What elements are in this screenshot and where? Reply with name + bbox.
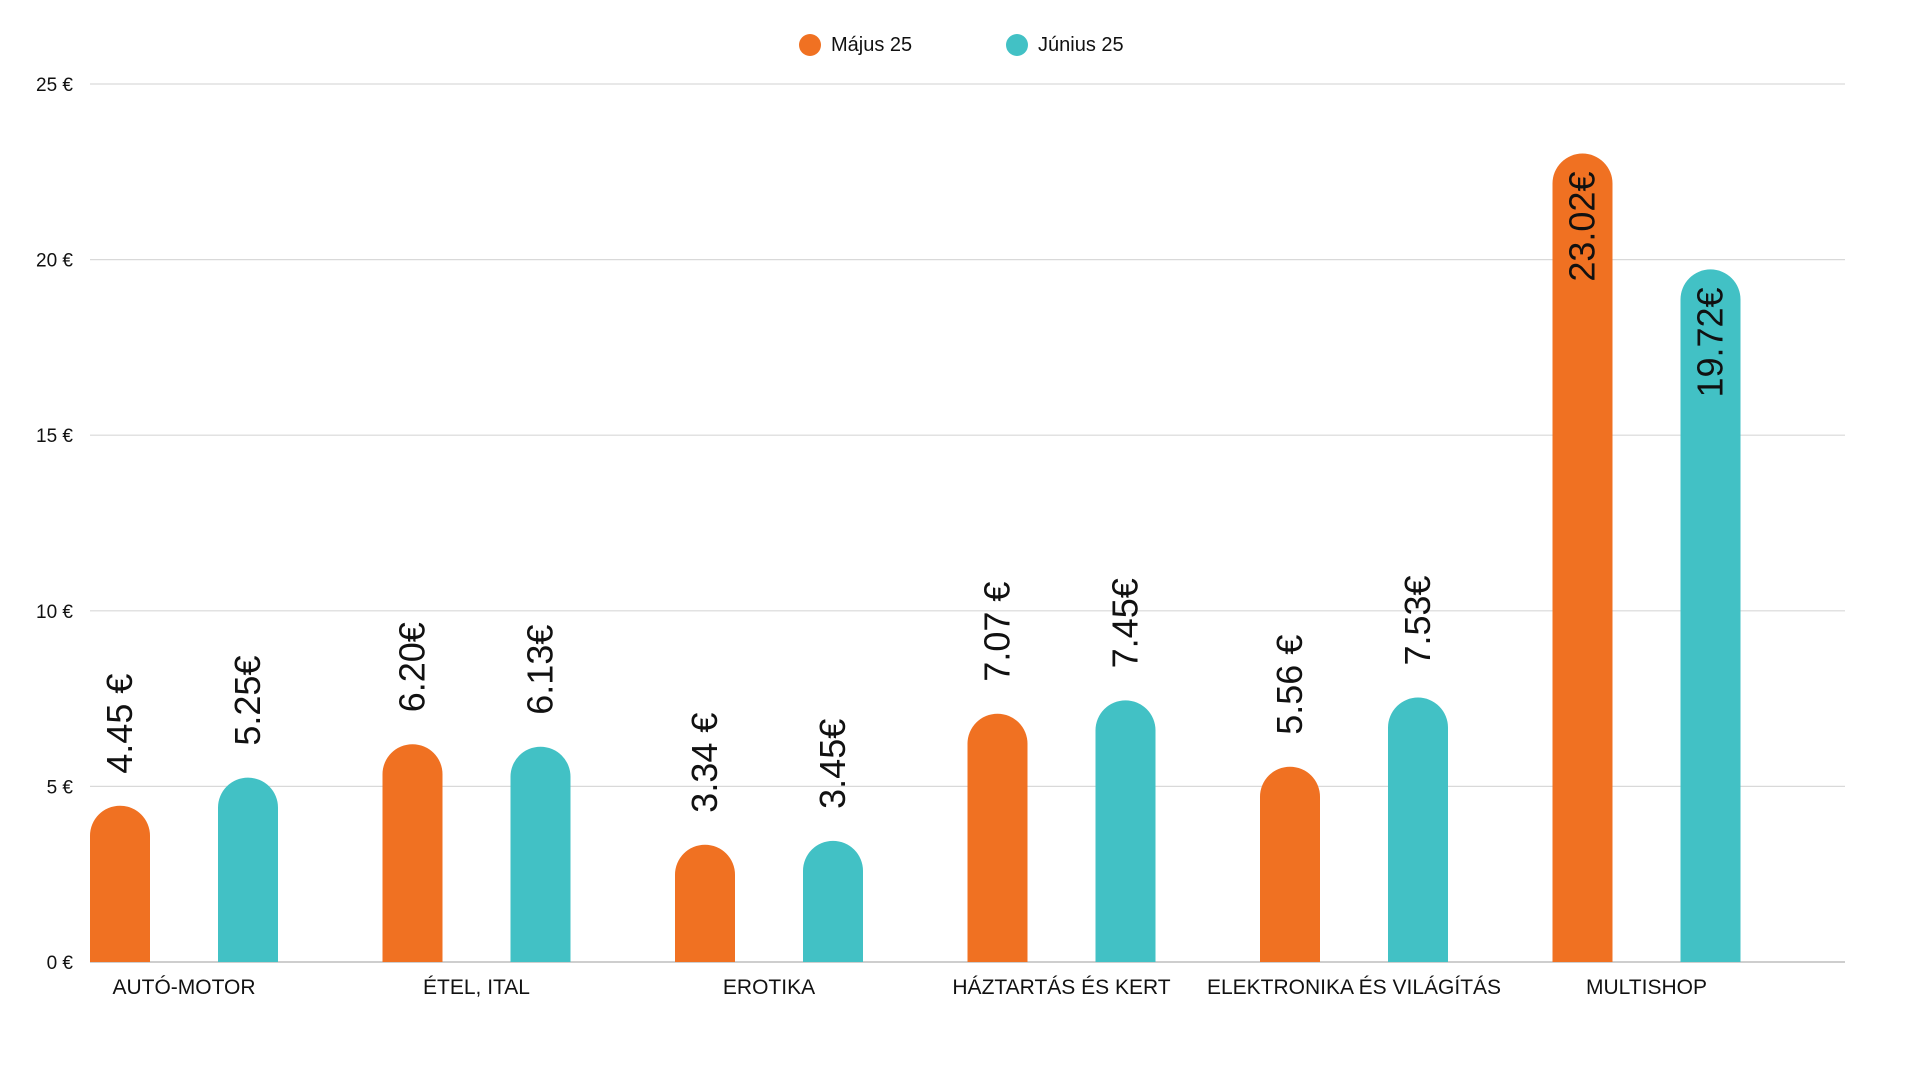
data-label: 7.53€ [1397, 575, 1438, 665]
y-axis: 0 € 5 € 10 € 15 € 20 € 25 € [36, 75, 73, 974]
bar-junius-2 [803, 840, 863, 962]
y-tick-label: 10 € [36, 602, 73, 623]
x-tick-label: AUTÓ-MOTOR [112, 976, 255, 999]
data-label: 4.45 € [99, 674, 140, 774]
data-label: 3.34 € [684, 713, 725, 813]
bar-junius-3 [1095, 700, 1156, 962]
data-label: 5.56 € [1269, 635, 1310, 735]
data-label: 23.02€ [1562, 172, 1603, 282]
x-axis: AUTÓ-MOTOR ÉTEL, ITAL EROTIKA HÁZTARTÁS ÉS … [112, 976, 1707, 999]
y-tick-label: 5 € [47, 777, 74, 798]
data-label: 7.07 € [977, 582, 1018, 682]
data-label: 19.72€ [1690, 287, 1731, 397]
bar-junius-4 [1388, 697, 1448, 962]
data-label: 7.45€ [1105, 578, 1146, 668]
x-tick-label: HÁZTARTÁS ÉS KERT [952, 976, 1170, 999]
legend-marker-junius [1006, 34, 1028, 56]
data-label: 6.20€ [392, 622, 433, 712]
x-tick-label: EROTIKA [723, 976, 815, 999]
x-tick-label: ELEKTRONIKA ÉS VILÁGÍTÁS [1207, 976, 1501, 999]
legend-label: Június 25 [1038, 34, 1124, 56]
legend-marker-majus [799, 34, 821, 56]
bar-majus-5 [1552, 153, 1613, 963]
x-tick-label: MULTISHOP [1586, 976, 1707, 999]
data-labels: 4.45 € 5.25€ 6.20€ 6.13€ 3.34 € 3.45€ 7.07 € 7.… [99, 172, 1731, 813]
legend: Május 25 Június 25 [799, 34, 1124, 56]
bar-majus-1 [382, 744, 443, 962]
data-label: 5.25€ [227, 656, 268, 746]
bars [90, 153, 1741, 963]
bar-majus-4 [1260, 766, 1320, 962]
data-label: 3.45€ [812, 719, 853, 809]
y-tick-label: 0 € [47, 953, 74, 974]
bar-junius-1 [510, 746, 571, 962]
y-tick-label: 20 € [36, 251, 73, 272]
legend-label: Május 25 [831, 34, 912, 56]
bar-junius-0 [218, 777, 278, 962]
bar-junius-5 [1680, 269, 1741, 962]
x-tick-label: ÉTEL, ITAL [423, 976, 530, 999]
bar-majus-3 [967, 713, 1028, 962]
y-tick-label: 25 € [36, 75, 73, 96]
bar-majus-0 [90, 805, 150, 962]
bar-majus-2 [675, 844, 735, 962]
data-label: 6.13€ [520, 625, 561, 715]
y-tick-label: 15 € [36, 426, 73, 447]
